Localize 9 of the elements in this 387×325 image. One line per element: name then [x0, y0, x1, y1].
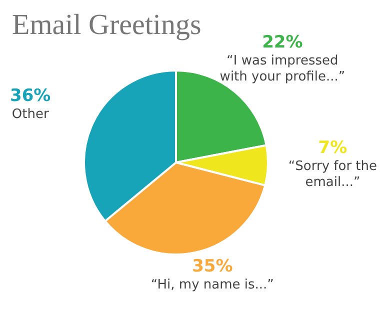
data-label: 7% [318, 138, 348, 158]
chart-title: Email Greetings [12, 9, 202, 42]
slice-label: “Sorry for the email...” [288, 159, 378, 190]
data-label: 22% [262, 32, 303, 53]
slice-label: “Hi, my name is...” [150, 278, 274, 293]
data-label: 35% [192, 256, 233, 277]
slice-label: “I was impressed with your profile...” [220, 54, 346, 85]
data-label: 36% [10, 86, 51, 106]
slice-label: Other [12, 107, 50, 122]
